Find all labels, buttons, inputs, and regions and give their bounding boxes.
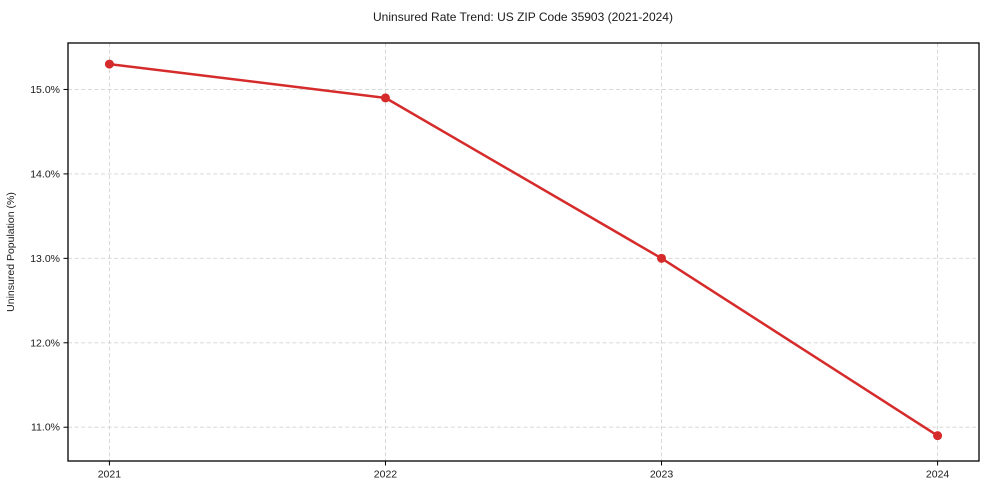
y-tick-label: 11.0% [31,422,60,434]
data-point-marker [657,253,667,263]
y-tick-label: 12.0% [30,337,60,349]
data-point-marker [104,59,114,69]
data-series-uninsured-rate [104,59,943,441]
x-tick-label: 2024 [926,469,950,481]
y-tick-label: 14.0% [30,168,60,180]
trend-line [108,62,939,437]
x-tick-label: 2023 [650,469,674,481]
gridlines [68,43,979,461]
data-point-marker [933,431,943,441]
axes: 2021 2022 2023 2024 11.0% 12.0% 13.0% 14.0% 15.0… [30,42,980,481]
y-tick-label: 15.0% [30,84,60,96]
y-axis-label: Uninsured Population (%) [5,192,17,312]
plot-frame [67,42,980,462]
x-tick-label: 2021 [98,469,122,481]
chart-title: Uninsured Rate Trend: US ZIP Code 35903 … [373,10,673,24]
x-tick-label: 2022 [374,469,398,481]
data-point-marker [380,93,390,103]
y-tick-label: 13.0% [30,253,60,265]
